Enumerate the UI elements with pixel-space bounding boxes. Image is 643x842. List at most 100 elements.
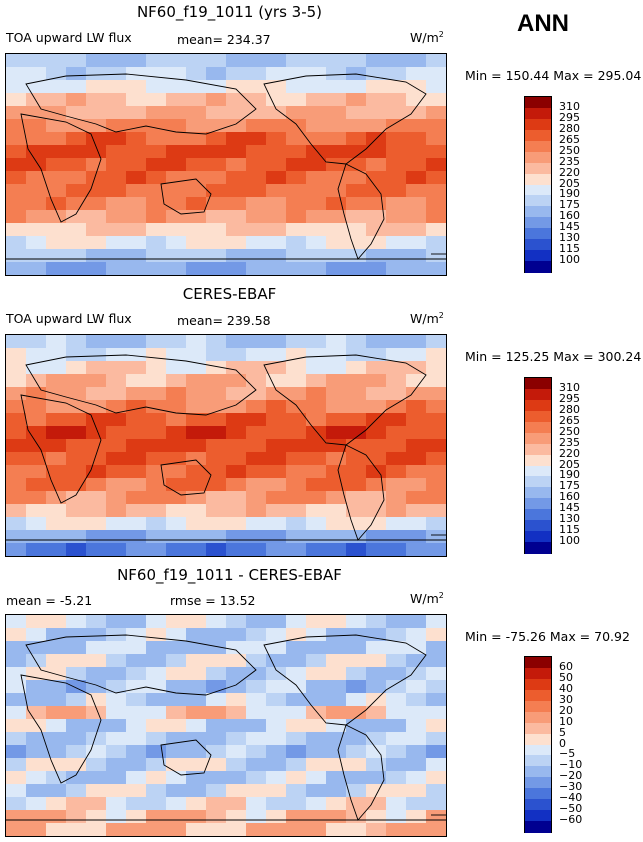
heatmap-cell xyxy=(6,236,27,250)
heatmap-cell xyxy=(266,236,287,250)
heatmap-cell xyxy=(346,223,367,237)
heatmap-cell xyxy=(206,784,227,798)
heatmap-cell xyxy=(126,119,147,133)
heatmap-cell xyxy=(46,361,67,375)
heatmap-cell xyxy=(386,758,407,772)
heatmap-cell xyxy=(106,184,127,198)
heatmap-cell xyxy=(6,465,27,479)
heatmap-cell xyxy=(66,106,87,120)
heatmap-cell xyxy=(286,158,307,172)
colorbar-swatch xyxy=(525,107,551,120)
heatmap-cell xyxy=(266,439,287,453)
heatmap-cell xyxy=(146,93,167,107)
heatmap-cell xyxy=(6,93,27,107)
heatmap-cell xyxy=(266,797,287,811)
heatmap-cell xyxy=(286,667,307,681)
heatmap-cell xyxy=(6,654,27,668)
heatmap-cell xyxy=(366,54,387,68)
colorbar-tick-label: 50 xyxy=(559,670,573,684)
heatmap-cell xyxy=(326,732,347,746)
heatmap-cell xyxy=(226,628,247,642)
heatmap-cell xyxy=(186,197,207,211)
heatmap-cell xyxy=(146,771,167,785)
heatmap-cell xyxy=(426,197,446,211)
heatmap-cell xyxy=(406,680,427,694)
heatmap-cell xyxy=(106,654,127,668)
heatmap-cell xyxy=(286,530,307,544)
heatmap-cell xyxy=(426,145,446,159)
heatmap-cell xyxy=(66,184,87,198)
heatmap-cell xyxy=(106,106,127,120)
heatmap-cell xyxy=(166,54,187,68)
heatmap-cell xyxy=(186,784,207,798)
heatmap-cell xyxy=(206,810,227,824)
heatmap-cell xyxy=(206,732,227,746)
panel-3-units: W/m2 xyxy=(410,591,444,607)
heatmap-cell xyxy=(126,504,147,518)
heatmap-cell xyxy=(386,184,407,198)
heatmap-cell xyxy=(266,641,287,655)
colorbar-tick-label: 130 xyxy=(559,231,580,245)
heatmap-cell xyxy=(386,491,407,505)
heatmap-cell xyxy=(6,719,27,733)
colorbar-swatch xyxy=(525,151,551,164)
heatmap-cell xyxy=(106,719,127,733)
heatmap-cell xyxy=(246,361,267,375)
heatmap-cell xyxy=(306,693,327,707)
panel-2-units: W/m2 xyxy=(410,311,444,327)
colorbar-swatch xyxy=(525,173,551,185)
heatmap-cell xyxy=(146,823,167,836)
heatmap-cell xyxy=(46,413,67,427)
heatmap-cell xyxy=(266,400,287,414)
heatmap-cell xyxy=(306,210,327,224)
heatmap-cell xyxy=(146,478,167,492)
heatmap-cell xyxy=(166,491,187,505)
heatmap-cell xyxy=(306,732,327,746)
heatmap-cell xyxy=(106,361,127,375)
heatmap-cell xyxy=(206,348,227,362)
heatmap-cell xyxy=(6,439,27,453)
colorbar-swatch xyxy=(525,206,551,218)
heatmap-cell xyxy=(66,810,87,824)
colorbar-swatch xyxy=(525,388,551,401)
heatmap-cell xyxy=(326,335,347,349)
heatmap-cell xyxy=(306,504,327,518)
heatmap-cell xyxy=(146,145,167,159)
heatmap-cell xyxy=(26,745,47,759)
heatmap-cell xyxy=(266,426,287,440)
heatmap-cell xyxy=(406,530,427,544)
heatmap-cell xyxy=(426,132,446,146)
heatmap-cell xyxy=(126,80,147,94)
heatmap-cell xyxy=(286,439,307,453)
heatmap-cell xyxy=(246,439,267,453)
heatmap-cell xyxy=(166,504,187,518)
heatmap-cell xyxy=(126,348,147,362)
heatmap-cell xyxy=(366,543,387,556)
heatmap-cell xyxy=(186,132,207,146)
heatmap-cell xyxy=(366,758,387,772)
heatmap-cell xyxy=(146,335,167,349)
heatmap-cell xyxy=(246,732,267,746)
heatmap-cell xyxy=(426,184,446,198)
heatmap-cell xyxy=(26,452,47,466)
heatmap-cell xyxy=(386,223,407,237)
heatmap-cell xyxy=(86,641,107,655)
heatmap-cell xyxy=(426,400,446,414)
heatmap-cell xyxy=(346,784,367,798)
heatmap-cell xyxy=(46,465,67,479)
heatmap-cell xyxy=(286,80,307,94)
heatmap-cell xyxy=(406,249,427,263)
heatmap-cell xyxy=(206,439,227,453)
heatmap-cell xyxy=(166,413,187,427)
heatmap-cell xyxy=(346,654,367,668)
panel-2-title: CERES-EBAF xyxy=(182,285,277,303)
heatmap-cell xyxy=(126,223,147,237)
heatmap-cell xyxy=(46,223,67,237)
heatmap-cell xyxy=(326,667,347,681)
heatmap-cell xyxy=(126,784,147,798)
heatmap-cell xyxy=(226,236,247,250)
heatmap-cell xyxy=(66,210,87,224)
heatmap-cell xyxy=(406,119,427,133)
heatmap-cell xyxy=(166,797,187,811)
heatmap-cell xyxy=(386,249,407,263)
